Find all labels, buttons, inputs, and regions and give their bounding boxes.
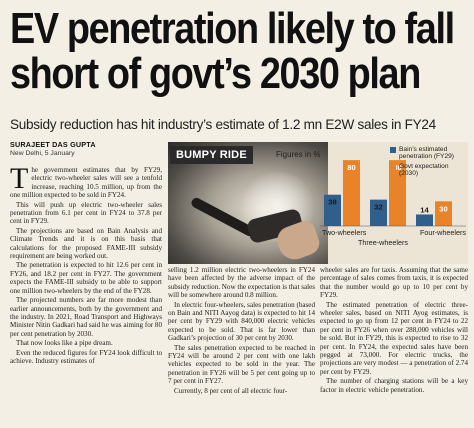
legend-item-govt: Govt expectation (2030) xyxy=(390,163,468,178)
graphic-units: Figures in % xyxy=(276,150,321,159)
paragraph: That now looks like a pipe dream. xyxy=(16,339,113,348)
bar-chart-svg: 38 80 32 80 14 30 xyxy=(320,160,466,227)
data-label-bain-1: 32 xyxy=(374,203,382,212)
bar-govt-2 xyxy=(435,201,452,226)
bar-chart: 38 80 32 80 14 30 Two-wheelers Three-wheelers… xyxy=(318,142,468,264)
article-column-2: selling 1.2 million electric two-wheeler… xyxy=(168,266,315,428)
paragraph: Even the reduced figures for FY24 look d… xyxy=(10,348,162,365)
subheadline: Subsidy reduction has hit industry’s est… xyxy=(10,117,436,132)
legend-label: Bain’s estimated penetration (FY29) xyxy=(399,146,454,161)
headline-line-1: EV penetration likely to fall xyxy=(10,4,455,53)
legend-item-bain: Bain’s estimated penetration (FY29) xyxy=(390,146,468,161)
legend-label: Govt expectation (2030) xyxy=(399,162,449,178)
data-label-bain-0: 38 xyxy=(328,198,336,207)
paragraph: selling 1.2 million electric two-wheeler… xyxy=(168,266,315,300)
paragraph: wheeler sales are for taxis. Assuming th… xyxy=(320,266,468,300)
bar-bain-0 xyxy=(324,194,341,226)
bar-govt-1 xyxy=(389,160,406,226)
data-label-govt-2: 30 xyxy=(439,204,447,213)
paragraph: Currently, 8 per cent of all electric fo… xyxy=(174,386,288,395)
legend-swatch-bain xyxy=(390,147,396,153)
paragraph: The number of charging stations will be … xyxy=(320,377,468,394)
data-label-govt-1: 80 xyxy=(393,163,401,172)
category-label-three-wheelers: Three-wheelers xyxy=(358,238,408,247)
data-label-govt-0: 80 xyxy=(347,163,355,172)
chart-legend: Bain’s estimated penetration (FY29) Govt… xyxy=(390,146,468,180)
author-name: SURAJEET DAS GUPTA xyxy=(10,140,96,149)
headline: EV penetration likely to fall short of g… xyxy=(10,6,466,96)
bar-govt-0 xyxy=(343,160,360,226)
paragraph: The projections are based on Bain Analys… xyxy=(10,226,162,261)
paragraph: This will push up electric two-wheeler s… xyxy=(10,200,162,226)
paragraph-text: he government estimates that by FY29, el… xyxy=(10,166,162,200)
drop-cap: T xyxy=(10,166,29,195)
bar-bain-1 xyxy=(370,199,387,226)
bar-bain-2 xyxy=(416,214,433,226)
paragraph: The sales penetration expected to be rea… xyxy=(168,343,315,386)
graphic-badge: BUMPY RIDE xyxy=(170,146,253,164)
dateline: New Delhi, 5 January xyxy=(10,150,75,157)
paragraph: The estimated penetration of electric th… xyxy=(320,300,468,376)
infographic: BUMPY RIDE Figures in % 38 80 32 80 14 30 Two… xyxy=(168,142,468,264)
paragraph: The penetration is expected to hit 12.6 … xyxy=(10,261,162,295)
category-label-two-wheelers: Two-wheelers xyxy=(322,228,367,237)
article-column-3: wheeler sales are for taxis. Assuming th… xyxy=(320,266,468,428)
paragraph: The projected numbers are far more modes… xyxy=(10,296,162,338)
data-label-bain-2: 14 xyxy=(420,205,429,214)
legend-swatch-govt xyxy=(390,163,396,170)
category-label-four-wheelers: Four-wheelers xyxy=(420,228,466,237)
paragraph: In electric four-wheelers, sales penetra… xyxy=(168,300,315,343)
headline-line-2: short of govt’s 2030 plan xyxy=(10,49,421,98)
byline: SURAJEET DAS GUPTA New Delhi, 5 January xyxy=(10,140,160,157)
